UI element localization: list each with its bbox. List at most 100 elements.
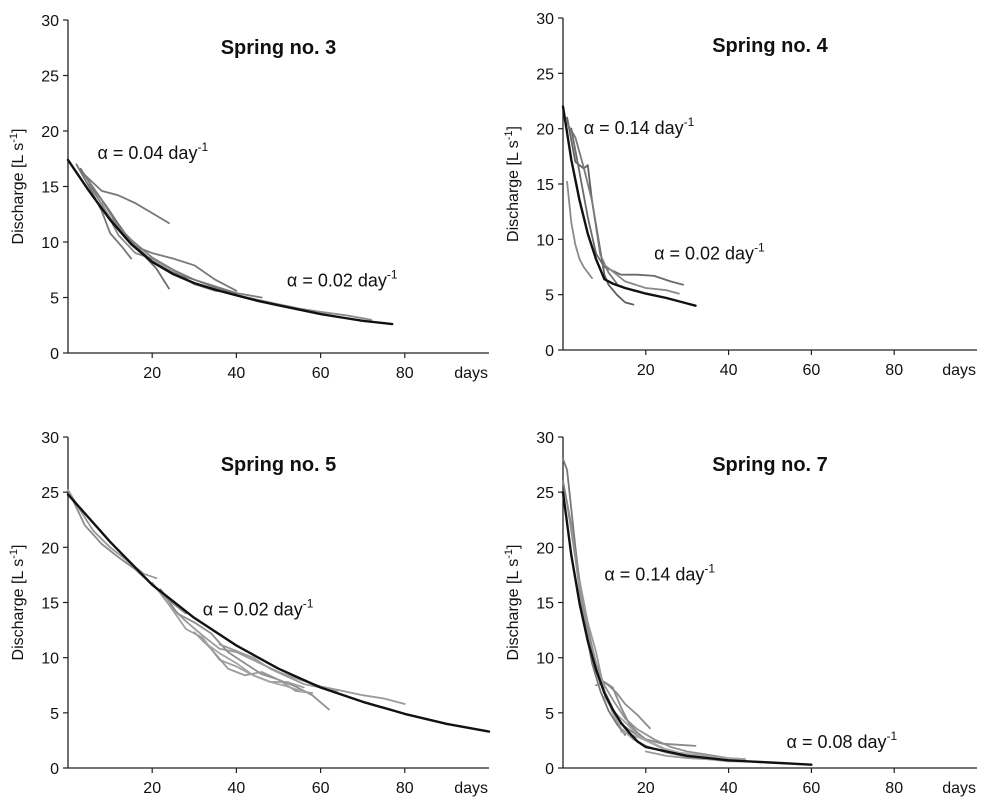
observed-series-1	[67, 489, 158, 580]
panel-title: Spring no. 5	[221, 454, 337, 476]
observed-series-3	[79, 167, 170, 290]
x-tick-label: 20	[143, 780, 161, 797]
panel-title: Spring no. 4	[712, 35, 828, 57]
observed-series-4	[159, 588, 330, 711]
x-axis-title: days	[942, 362, 976, 379]
y-tick-label: 10	[536, 232, 554, 249]
y-tick-label: 15	[41, 180, 59, 197]
y-axis-title: Discharge [L s-1]	[8, 129, 27, 245]
alpha-annotation-text: α = 0.14 day	[604, 564, 704, 584]
alpha-annotation-sup: -1	[387, 267, 398, 281]
y-tick-label: 20	[536, 540, 554, 557]
x-axis-title: days	[454, 780, 488, 797]
y-tick-label: 25	[41, 485, 59, 502]
y-axis-title-sup: -1	[8, 133, 20, 143]
y-axis-title-close: ]	[10, 545, 27, 549]
alpha-annotation: α = 0.14 day-1	[584, 115, 695, 138]
y-axis-title-sup: -1	[8, 549, 20, 559]
y-tick-label: 20	[536, 122, 554, 139]
y-tick-label: 10	[41, 235, 59, 252]
observed-series-7	[201, 640, 305, 693]
alpha-annotation-sup: -1	[754, 240, 765, 254]
alpha-annotation: α = 0.02 day-1	[654, 240, 765, 263]
y-tick-label: 25	[536, 485, 554, 502]
x-tick-label: 80	[885, 362, 903, 379]
y-tick-label: 15	[536, 177, 554, 194]
alpha-annotation-sup: -1	[197, 140, 208, 154]
alpha-annotation-text: α = 0.14 day	[584, 118, 684, 138]
y-axis-title-main: Discharge [L s	[505, 559, 522, 661]
y-tick-label: 5	[50, 706, 59, 723]
y-axis-title-close: ]	[505, 126, 522, 130]
x-tick-label: 40	[228, 780, 246, 797]
alpha-annotation-sup: -1	[684, 115, 695, 129]
y-tick-label: 0	[545, 761, 554, 778]
y-axis-title-main: Discharge [L s	[10, 559, 27, 661]
alpha-annotation: α = 0.14 day-1	[604, 561, 715, 584]
x-tick-label: 60	[312, 780, 330, 797]
y-axis-title: Discharge [L s-1]	[503, 545, 522, 661]
y-tick-label: 0	[50, 346, 59, 363]
y-tick-label: 25	[536, 66, 554, 83]
model-curve	[561, 105, 697, 307]
x-tick-label: 20	[143, 365, 161, 382]
y-tick-label: 15	[41, 596, 59, 613]
y-tick-label: 5	[545, 706, 554, 723]
y-axis-title-close: ]	[505, 545, 522, 549]
alpha-annotation-text: α = 0.04 day	[97, 143, 197, 163]
observed-series-2	[71, 497, 187, 615]
y-axis-title-main: Discharge [L s	[10, 143, 27, 245]
y-tick-label: 30	[41, 430, 59, 447]
alpha-annotation-sup: -1	[887, 729, 898, 743]
y-tick-label: 30	[41, 13, 59, 30]
x-tick-label: 20	[637, 780, 655, 797]
x-tick-label: 80	[396, 780, 414, 797]
y-tick-label: 5	[50, 291, 59, 308]
x-tick-label: 60	[803, 362, 821, 379]
y-tick-label: 25	[41, 69, 59, 86]
alpha-annotation: α = 0.04 day-1	[97, 140, 208, 163]
observed-series-3	[566, 502, 651, 730]
alpha-annotation: α = 0.02 day-1	[203, 597, 314, 620]
y-tick-label: 10	[536, 651, 554, 668]
x-tick-label: 40	[720, 780, 738, 797]
y-tick-label: 0	[50, 761, 59, 778]
observed-series-6	[100, 202, 229, 293]
alpha-annotation-sup: -1	[303, 597, 314, 611]
x-tick-label: 40	[720, 362, 738, 379]
observed-series-1	[562, 458, 626, 736]
x-tick-label: 20	[637, 362, 655, 379]
y-axis-title-sup: -1	[503, 131, 515, 141]
y-tick-label: 20	[41, 124, 59, 141]
observed-series-4	[570, 524, 747, 761]
y-tick-label: 30	[536, 430, 554, 447]
alpha-annotation: α = 0.02 day-1	[287, 267, 398, 290]
y-tick-label: 5	[545, 288, 554, 305]
alpha-annotation-text: α = 0.02 day	[287, 270, 387, 290]
alpha-annotation: α = 0.08 day-1	[787, 729, 898, 752]
x-tick-label: 80	[396, 365, 414, 382]
observed-series-4	[83, 174, 238, 292]
y-tick-label: 30	[536, 11, 554, 28]
observed-series-6	[595, 681, 697, 747]
y-axis-title: Discharge [L s-1]	[8, 545, 27, 661]
model-curve	[66, 158, 394, 326]
y-axis-title-sup: -1	[503, 549, 515, 559]
observed-series-5	[88, 183, 263, 299]
alpha-annotation-text: α = 0.02 day	[203, 600, 303, 620]
observed-series-1	[566, 180, 593, 280]
observed-series-2	[75, 163, 133, 260]
observed-series-5	[603, 263, 680, 295]
x-tick-label: 60	[803, 780, 821, 797]
alpha-annotation-text: α = 0.02 day	[654, 243, 754, 263]
y-tick-label: 10	[41, 651, 59, 668]
y-axis-title-main: Discharge [L s	[505, 140, 522, 242]
alpha-annotation-text: α = 0.08 day	[787, 732, 887, 752]
y-tick-label: 15	[536, 596, 554, 613]
observed-series-8	[620, 730, 742, 761]
